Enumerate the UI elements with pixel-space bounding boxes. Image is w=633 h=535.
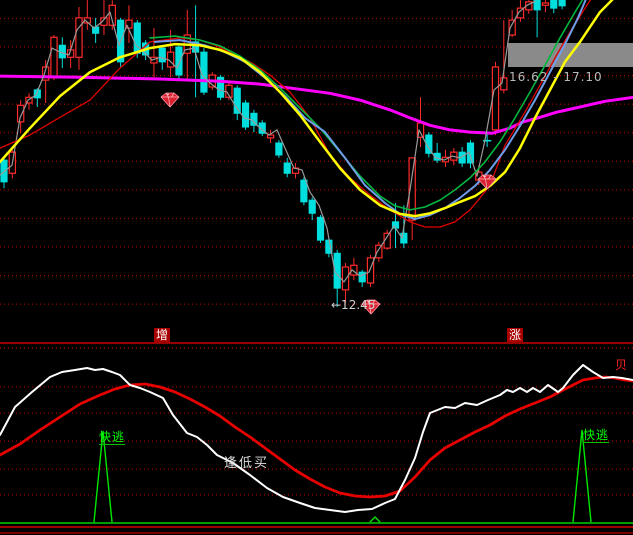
gem-icon [361, 299, 381, 315]
signal-label-edge-clipped: 贝 [615, 358, 628, 372]
candle-down [175, 46, 183, 76]
gem-icon [477, 174, 497, 190]
candle-up [350, 264, 358, 276]
candle-up [125, 19, 133, 29]
candle-down [358, 271, 366, 283]
osc-red [0, 375, 633, 499]
candle-down [241, 102, 250, 128]
candle-down [233, 87, 241, 114]
candle-up [100, 17, 108, 26]
gem-icon [160, 92, 180, 108]
separator-tag-zeng: 增 [154, 328, 171, 342]
candle-up [366, 257, 375, 284]
candle-down [316, 216, 325, 241]
ma-magenta [0, 74, 633, 135]
candle-up [491, 66, 500, 131]
candle-down [558, 0, 566, 7]
candle-down [283, 162, 291, 174]
gap-zone-price-range-label: 16.62 - 17.10 [509, 70, 603, 84]
candle-up [408, 157, 416, 221]
signal-spike [572, 429, 592, 523]
candle-up [16, 104, 25, 123]
candle-up [341, 266, 350, 291]
signal-label-sell-left: 快逃 [99, 430, 126, 445]
candle-up [150, 56, 158, 64]
low-price-annotation: ←12.45 [331, 298, 376, 312]
candle-up [75, 17, 83, 58]
candle-down [258, 122, 266, 134]
candle-down [275, 142, 283, 156]
ma-yellow [0, 0, 614, 218]
candle-down [300, 179, 308, 203]
candle-down [33, 89, 41, 99]
candle-down [550, 0, 558, 9]
candle-down [533, 0, 541, 11]
candle-up [266, 134, 275, 139]
candle-up [541, 2, 550, 6]
candle-up [50, 36, 58, 79]
candle-down [333, 252, 341, 289]
candle-up [41, 66, 50, 81]
candle-up [108, 4, 116, 26]
candle-down [158, 47, 166, 63]
signal-label-sell-right: 快逃 [583, 428, 610, 443]
osc-white [0, 364, 633, 513]
signal-spike [369, 516, 381, 523]
ma-green [149, 0, 584, 211]
signal-spike [93, 430, 113, 523]
candle-down [400, 232, 408, 244]
candle-up [508, 19, 516, 36]
ma-gray [0, 0, 536, 283]
candle-down [308, 199, 316, 214]
candle-up [375, 244, 383, 259]
candle-down [216, 76, 225, 98]
candle-up [516, 7, 525, 19]
signal-label-buy-dips: 逢低买 [224, 456, 270, 471]
separator-tag-zhang: 涨 [507, 328, 524, 342]
ma-red [0, 0, 592, 228]
